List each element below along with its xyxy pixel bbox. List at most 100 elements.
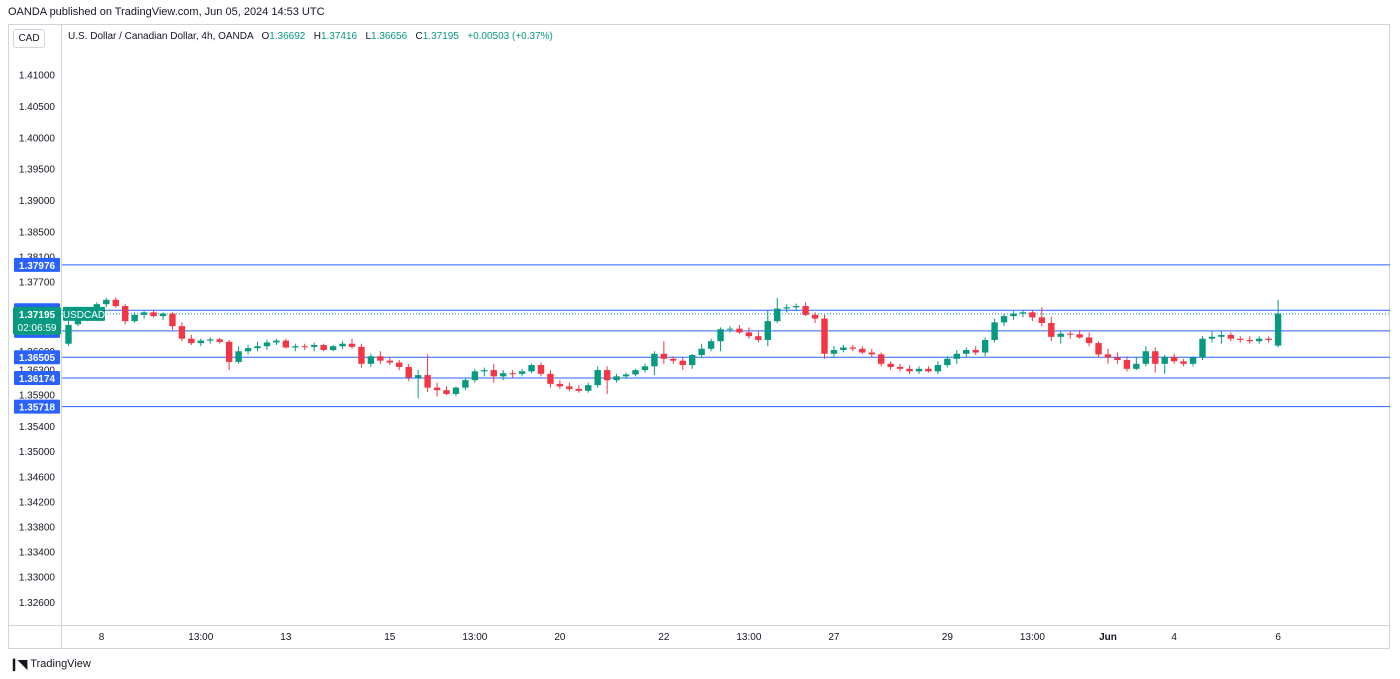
candle-body: [150, 312, 157, 317]
candle-body: [802, 306, 809, 315]
candle: [613, 373, 620, 383]
candle: [1038, 307, 1046, 327]
candle-body: [1104, 354, 1112, 358]
candle-body: [811, 314, 819, 319]
x-tick-label: 29: [942, 632, 954, 643]
y-tick-label: 1.41000: [19, 71, 56, 82]
candle-body: [1246, 339, 1253, 342]
candle: [1029, 309, 1036, 322]
candle: [622, 372, 630, 379]
legend-title: U.S. Dollar / Canadian Dollar, 4h, OANDA: [68, 31, 254, 42]
candle: [414, 370, 422, 399]
candle-body: [934, 365, 942, 372]
candle-body: [537, 365, 545, 374]
currency-badge[interactable]: CAD: [13, 29, 45, 48]
candle-body: [443, 390, 450, 394]
candle-body: [575, 388, 582, 391]
candle-body: [689, 355, 696, 366]
candle-body: [1274, 313, 1282, 346]
candle: [1180, 358, 1187, 367]
level-badge: [14, 257, 60, 272]
candle: [603, 366, 611, 394]
candle: [783, 304, 790, 313]
candle-body: [830, 350, 838, 354]
candle-body: [339, 343, 346, 347]
candle: [528, 363, 535, 374]
candle: [585, 382, 592, 393]
y-tick-label: 1.35000: [19, 447, 56, 458]
candle: [840, 344, 847, 353]
candle-body: [311, 344, 318, 347]
candle: [216, 338, 223, 344]
candle: [282, 338, 290, 349]
candle-body: [849, 347, 857, 349]
candle-body: [377, 356, 384, 361]
candle-body: [556, 383, 564, 387]
candle-body: [1237, 338, 1244, 340]
candle: [963, 347, 970, 358]
candle-body: [1095, 343, 1102, 355]
candle: [358, 343, 365, 368]
x-tick-label: 15: [384, 632, 396, 643]
levels-layer: [62, 264, 1390, 408]
price-axis-separator: [61, 24, 62, 649]
candle-body: [197, 340, 204, 344]
candle-body: [320, 344, 327, 351]
price-badges: 1.379761.372541.369251.365051.361741.357…: [13, 257, 105, 414]
candle-body: [613, 376, 620, 381]
candle: [868, 348, 875, 358]
candle-body: [1010, 313, 1017, 317]
candle: [1057, 331, 1064, 344]
candle-body: [792, 306, 800, 308]
candle-body: [1114, 357, 1121, 361]
candle: [452, 386, 460, 397]
x-tick-label: 4: [1171, 632, 1177, 643]
candle-body: [292, 346, 299, 348]
candle: [774, 297, 781, 324]
candle-body: [944, 358, 951, 366]
close-label: C: [415, 31, 423, 42]
candle: [651, 351, 658, 376]
candle: [670, 356, 677, 364]
candle-body: [972, 350, 979, 353]
candle-body: [65, 324, 72, 344]
x-tick-label: 13:00: [188, 632, 213, 643]
candle-body: [1227, 334, 1235, 339]
candle: [1189, 356, 1197, 367]
candle-body: [1123, 360, 1131, 369]
candle: [348, 338, 356, 349]
candle: [112, 297, 119, 308]
candle: [925, 366, 932, 373]
candle-body: [235, 351, 242, 362]
candle-body: [585, 385, 592, 391]
candle: [915, 366, 923, 374]
candle: [641, 363, 649, 373]
close-value: 1.37195: [422, 31, 459, 42]
candle: [1265, 336, 1272, 343]
x-tick-label: Jun: [1099, 632, 1117, 643]
candle: [159, 312, 167, 320]
candle: [433, 382, 441, 397]
candle: [292, 343, 299, 352]
y-tick-label: 1.33800: [19, 522, 56, 533]
y-tick-label: 1.34200: [19, 497, 56, 508]
candle-body: [103, 299, 110, 305]
candle-body: [273, 340, 280, 343]
candle: [1076, 329, 1083, 339]
candle-body: [991, 322, 998, 340]
candle: [273, 338, 280, 345]
candle: [1104, 348, 1112, 364]
candle: [736, 324, 743, 334]
candle-body: [915, 368, 923, 372]
candle: [981, 337, 989, 357]
candle: [707, 338, 715, 352]
tradingview-brand[interactable]: ❙◥ TradingView: [9, 657, 91, 671]
candle: [1123, 356, 1131, 372]
candle-body: [1000, 316, 1008, 323]
x-tick-label: 6: [1275, 632, 1281, 643]
candle: [386, 357, 393, 366]
candle: [566, 382, 573, 392]
x-tick-label: 20: [554, 632, 566, 643]
candle-body: [462, 380, 469, 388]
